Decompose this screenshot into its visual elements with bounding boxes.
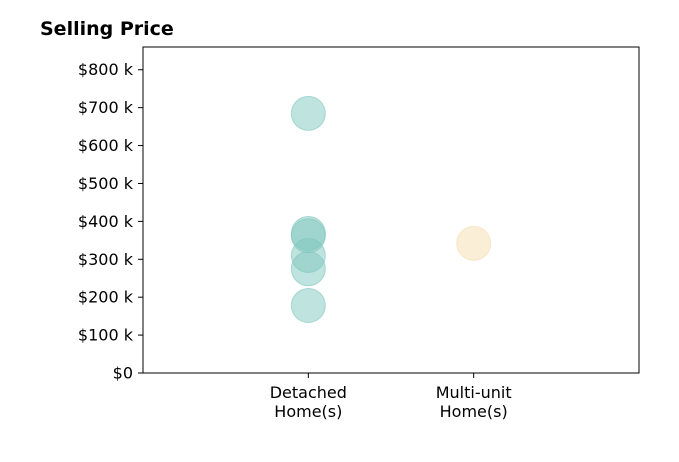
y-axis: $0 $100 k $200 k $300 k $400 k $500 k $600 k $7… (78, 60, 143, 383)
y-tick-label: $700 k (78, 98, 134, 117)
y-tick-label: $0 (113, 364, 133, 383)
scatter-point (290, 251, 326, 287)
x-tick-label: Detached (270, 383, 347, 402)
x-tick-label: Home(s) (440, 402, 508, 421)
y-tick-label: $500 k (78, 174, 134, 193)
scatter-point (290, 95, 326, 131)
y-tick-label: $800 k (78, 60, 134, 79)
y-tick-label: $100 k (78, 326, 134, 345)
y-tick-label: $300 k (78, 250, 134, 269)
scatter-point (290, 288, 326, 324)
y-tick-label: $600 k (78, 136, 134, 155)
x-tick-label: Multi-unit (436, 383, 512, 402)
scatter-point (456, 225, 492, 261)
chart-title: Selling Price (40, 18, 174, 40)
x-tick-label: Home(s) (274, 402, 342, 421)
plot-area-frame (142, 46, 640, 374)
y-tick-label: $200 k (78, 288, 134, 307)
scatter-points (290, 95, 492, 324)
y-tick-label: $400 k (78, 212, 134, 231)
